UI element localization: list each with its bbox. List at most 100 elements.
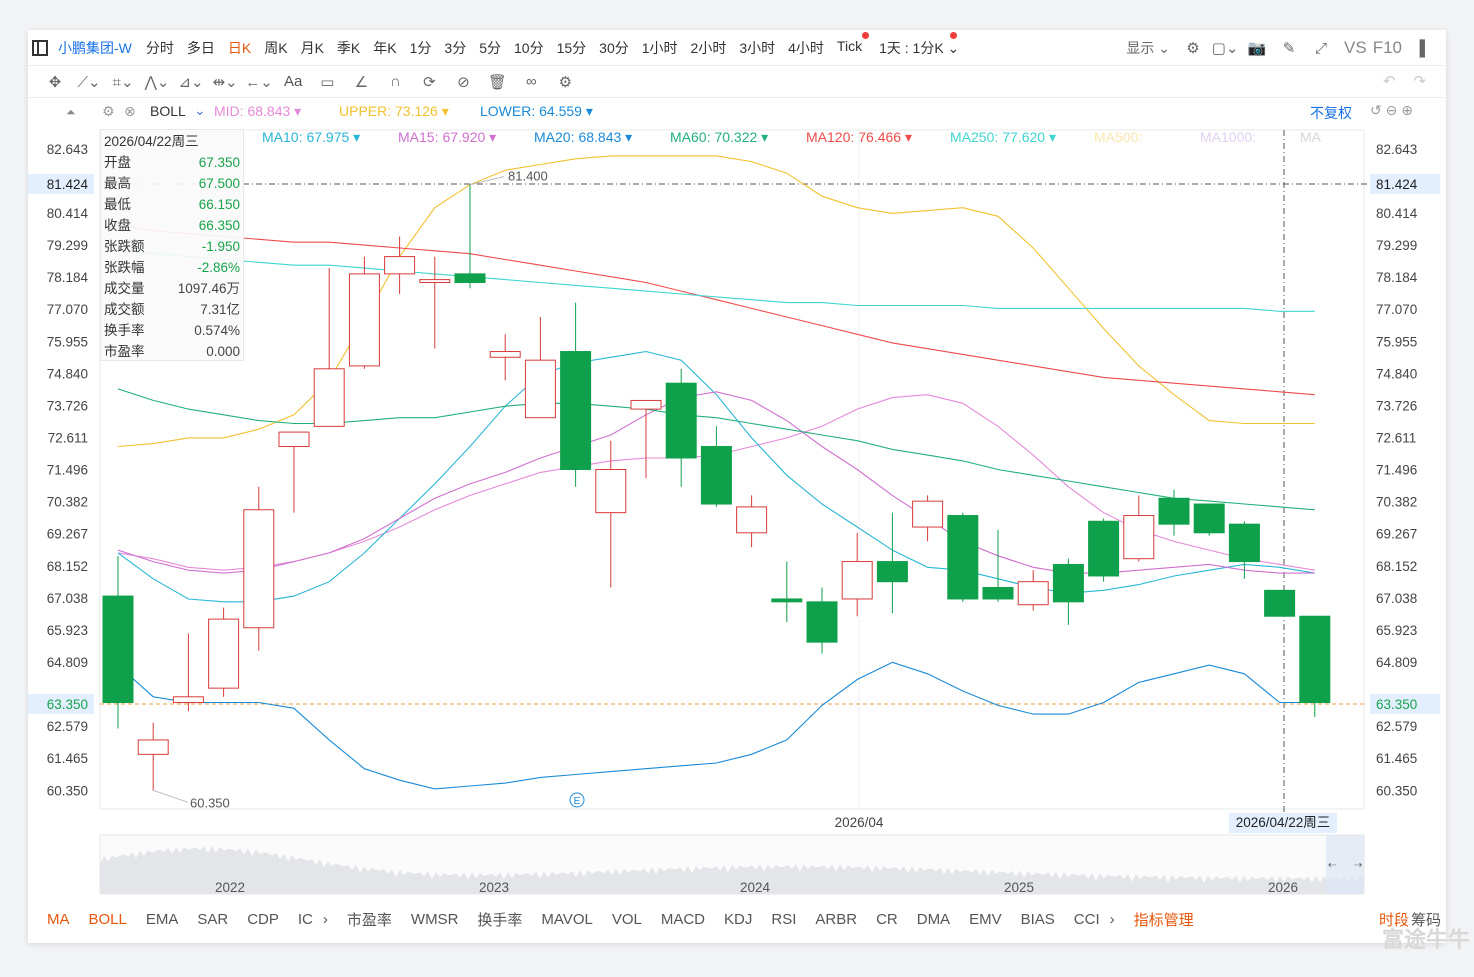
- period-tab[interactable]: 30分: [599, 39, 629, 56]
- collapse-icon[interactable]: ⏶: [66, 105, 76, 119]
- undo-icon[interactable]: ↶: [1382, 73, 1396, 90]
- indicator-tab[interactable]: CDP: [247, 910, 279, 928]
- display-button[interactable]: 显示 ⌄: [1126, 40, 1171, 56]
- period-tab[interactable]: 10分: [514, 39, 544, 56]
- indicator-tab[interactable]: 换手率: [477, 911, 523, 929]
- period-tab[interactable]: 1分: [409, 39, 432, 56]
- indicator-tab[interactable]: EMV: [969, 910, 1002, 928]
- indicator-tab[interactable]: RSI: [771, 910, 797, 928]
- indicator-tab[interactable]: ARBR: [815, 910, 858, 928]
- period-tab[interactable]: 2小时: [690, 39, 727, 56]
- period-tab[interactable]: 季K: [336, 39, 361, 56]
- f10-button[interactable]: F10: [1372, 38, 1402, 57]
- ma-legend-value: 77.620: [1002, 129, 1046, 145]
- sidebar-toggle-icon[interactable]: [32, 39, 48, 56]
- crosshair-date-tag: [1229, 813, 1337, 833]
- indicator-tab[interactable]: CCI: [1073, 910, 1100, 928]
- indicator-tab[interactable]: MACD: [660, 910, 706, 928]
- period-tab[interactable]: Tick: [837, 31, 870, 58]
- period-tab[interactable]: 年K: [373, 39, 397, 56]
- zigzag-icon[interactable]: ⋀⌄: [144, 73, 170, 91]
- indicator-tab[interactable]: BIAS: [1020, 910, 1055, 928]
- ma-legend-item[interactable]: MA60: 70.322 ▾: [670, 129, 768, 146]
- camera-icon[interactable]: 📷: [1247, 40, 1267, 57]
- period-tab[interactable]: 周K: [264, 39, 288, 56]
- indicator-tab[interactable]: EMA: [145, 910, 179, 928]
- comment-icon[interactable]: ▭: [320, 73, 335, 91]
- period-tab[interactable]: 多日: [186, 39, 215, 56]
- toolbar-settings-icon[interactable]: ⚙: [558, 73, 573, 91]
- layout-icon[interactable]: ▢⌄: [1211, 40, 1239, 57]
- ma-legend-item[interactable]: MA15: 67.920 ▾: [398, 129, 496, 146]
- link-icon[interactable]: ∞: [526, 73, 537, 90]
- ma-legend-dropdown-icon: ▾: [757, 129, 769, 145]
- indicator-name[interactable]: BOLL: [150, 103, 186, 119]
- fullscreen-icon[interactable]: ⤢: [1315, 39, 1328, 57]
- redo-icon[interactable]: ↷: [1413, 73, 1426, 90]
- period-tab[interactable]: 5分: [479, 39, 501, 56]
- move-icon[interactable]: ✥: [48, 73, 62, 91]
- ma-legend-item[interactable]: MA20: 68.843 ▾: [534, 129, 632, 146]
- measure-icon[interactable]: ⊿⌄: [178, 73, 204, 91]
- y-tick-label-right: 80.414: [1376, 206, 1418, 221]
- indicator-tab[interactable]: DMA: [916, 910, 951, 928]
- scroll-right-icon[interactable]: ›: [322, 910, 328, 928]
- period-tab[interactable]: 3小时: [739, 39, 776, 56]
- indicator-tab[interactable]: MA: [47, 910, 70, 928]
- candle-body: [595, 469, 627, 514]
- ma-legend-item[interactable]: MA120: 76.466 ▾: [806, 129, 912, 146]
- period-tab[interactable]: 3分: [444, 39, 467, 56]
- period-tab[interactable]: 月K: [300, 39, 324, 56]
- time-segment-button[interactable]: 时段: [1379, 911, 1410, 929]
- vs-button[interactable]: VS: [1344, 38, 1367, 57]
- min-price-label: 60.350: [190, 795, 230, 810]
- candle-body: [1193, 503, 1225, 534]
- panel-icon[interactable]: ▌: [1419, 39, 1431, 57]
- indicator-tab[interactable]: MAVOL: [541, 910, 593, 928]
- magnet-icon[interactable]: ∩: [389, 73, 401, 90]
- adjust-mode-button[interactable]: 不复权: [1310, 105, 1352, 121]
- indicator-tab[interactable]: BOLL: [88, 910, 127, 928]
- period-tab[interactable]: 日K: [227, 39, 252, 56]
- indicator-tab[interactable]: KDJ: [724, 910, 753, 928]
- settings-icon[interactable]: ⚙: [1186, 40, 1200, 57]
- boll-lower-label: LOWER:: [480, 103, 536, 119]
- indicator-close-icon[interactable]: ⊗: [124, 103, 136, 119]
- indicator-tab[interactable]: WMSR: [410, 910, 459, 928]
- ma-legend-item[interactable]: MA: [1300, 129, 1321, 145]
- indicator-tab[interactable]: VOL: [611, 910, 642, 928]
- draw-pen-icon[interactable]: ✎: [1282, 40, 1296, 57]
- chips-button[interactable]: 筹码: [1411, 911, 1442, 929]
- range-icon[interactable]: ⇹⌄: [212, 73, 238, 91]
- ma-legend-item[interactable]: MA250: 77.620 ▾: [950, 129, 1056, 146]
- trash-icon[interactable]: 🗑: [487, 73, 507, 91]
- stock-name[interactable]: 小鹏集团-W: [58, 39, 132, 56]
- ma-legend-item[interactable]: MA1000:: [1200, 129, 1256, 145]
- indicator-settings-icon[interactable]: ⚙: [102, 103, 115, 119]
- candle-body: [489, 351, 521, 358]
- zoom-controls[interactable]: ↺ ⊖ ⊕: [1370, 102, 1413, 118]
- scroll-right-icon[interactable]: ›: [1109, 910, 1115, 928]
- ma-legend-item[interactable]: MA10: 67.975 ▾: [262, 129, 360, 146]
- indicator-dropdown-icon[interactable]: ⌄: [194, 102, 206, 118]
- arrow-left-icon[interactable]: ←⌄: [245, 73, 273, 91]
- period-tab[interactable]: 4小时: [788, 39, 824, 56]
- period-tab[interactable]: 1小时: [641, 39, 678, 56]
- eye-off-icon[interactable]: ⊘: [457, 73, 470, 91]
- candlestick-chart[interactable]: 82.643 82.643 80.414 80.414 79.299 79.299 78.1…: [28, 30, 1446, 900]
- multi-period-selector[interactable]: 1天 : 1分K ⌄: [879, 31, 959, 58]
- text-tool-button[interactable]: Aa: [284, 73, 303, 90]
- period-tab[interactable]: 分时: [145, 39, 174, 56]
- line-icon[interactable]: ⟋⌄: [77, 73, 101, 91]
- indicator-manage-button[interactable]: 指标管理: [1133, 911, 1194, 929]
- ma-legend-item[interactable]: MA500:: [1094, 129, 1142, 145]
- period-tab[interactable]: 15分: [556, 39, 587, 56]
- pen-icon[interactable]: ⌗⌄: [112, 73, 134, 91]
- candle-body: [1123, 515, 1155, 560]
- brush-icon[interactable]: ∠: [354, 73, 369, 91]
- indicator-tab[interactable]: CR: [876, 910, 898, 928]
- indicator-tab[interactable]: SAR: [197, 910, 229, 928]
- indicator-tab[interactable]: IC: [297, 910, 313, 928]
- indicator-tab[interactable]: 市盈率: [346, 911, 392, 929]
- sync-icon[interactable]: ⟳: [423, 73, 436, 91]
